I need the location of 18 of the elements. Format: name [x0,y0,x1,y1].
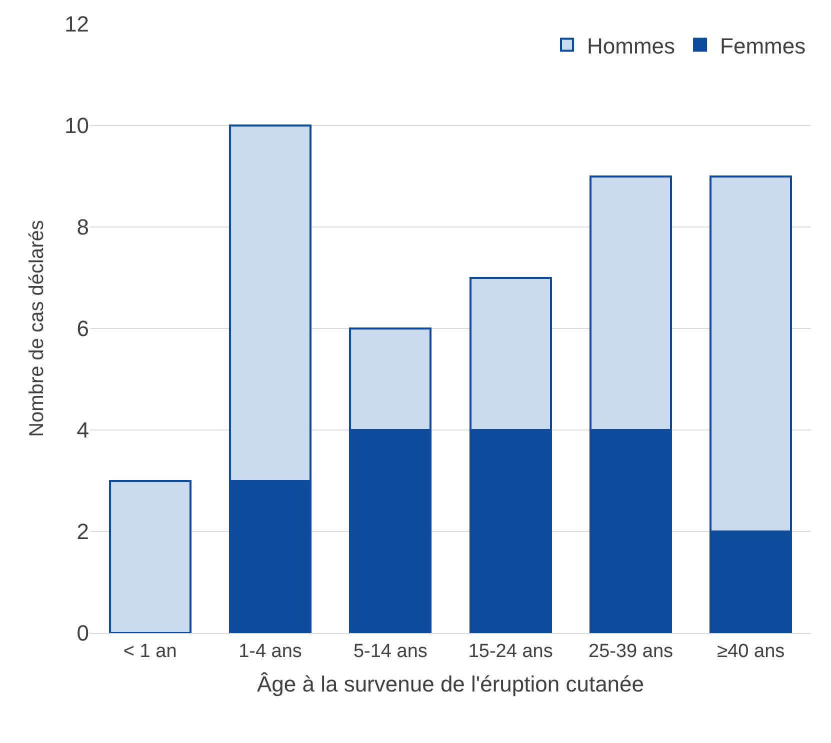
y-tick-label: 2 [76,519,89,544]
y-axis-title: Nombre de cas déclarés [26,220,48,437]
x-tick-label: 1-4 ans [238,640,302,662]
x-tick-label: < 1 an [123,640,177,662]
x-tick-label: 5-14 ans [353,640,428,662]
y-tick-label: 0 [76,620,89,646]
y-tick-label: 6 [76,316,89,342]
y-tick-label: 10 [64,113,89,138]
x-tick-label: ≥40 ans [717,640,785,662]
x-tick-label: 15-24 ans [468,640,553,662]
y-tick-label: 4 [76,418,89,443]
y-tick-label: 8 [76,214,89,240]
x-tick-label: 25-39 ans [588,640,674,662]
y-tick-label: 12 [64,12,89,37]
legend-label: Femmes [720,33,806,58]
bar [108,480,192,633]
legend-label: Hommes [587,33,676,58]
x-axis-title: Âge à la survenue de l'éruption cutanée [256,672,644,697]
